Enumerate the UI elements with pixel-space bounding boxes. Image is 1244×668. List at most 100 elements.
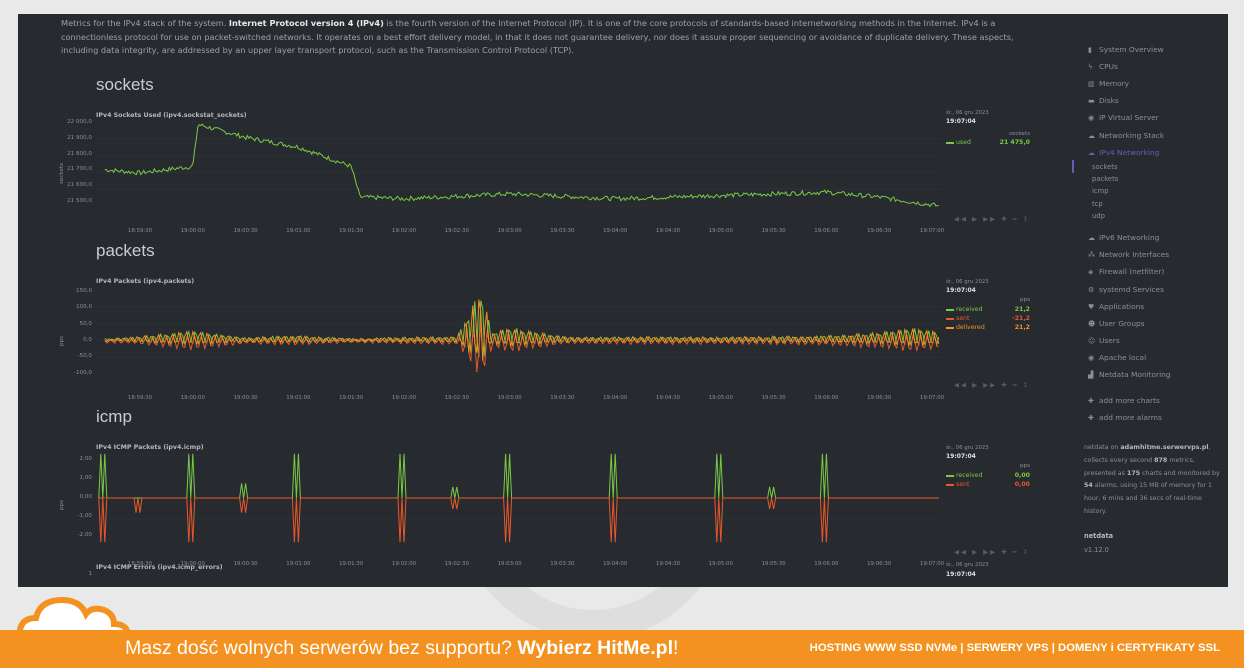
x-tick-label: 19:03:00 [497,395,522,401]
series-line-received [98,453,939,499]
sitemap-icon: ⁂ [1088,251,1095,260]
series-line-received [104,300,940,358]
x-tick-label: 19:01:30 [339,395,364,401]
chart-controls-packets[interactable]: ◀◀ ▶ ▶▶ ✚ ━ ↕ [954,381,1031,389]
y-tick-icmp-errors: 1 [88,571,92,577]
sidebar-item[interactable]: ▥ Memory [1088,79,1129,88]
sidebar-item[interactable]: ◉ IP Virtual Server [1088,113,1159,122]
sidebar-item-label: Netdata Monitoring [1099,370,1171,379]
sidebar-item[interactable]: ☁ Networking Stack [1088,131,1164,140]
sidebar-item-label: Network Interfaces [1099,250,1170,260]
sidebar-item-label: IP Virtual Server [1099,113,1159,123]
sidebar-item-label: CPUs [1099,62,1118,72]
promo-banner[interactable]: Masz dość wolnych serwerów bez supportu?… [0,630,1244,668]
y-tick-label: 150,0 [75,288,92,294]
sidebar-item-label: Applications [1099,301,1145,311]
sidebar-item[interactable]: ☁ IPv4 Networking [1088,148,1159,157]
sidebar-item[interactable]: ⚙ systemd Services [1088,285,1164,294]
series-line-sent [104,322,939,373]
heartbeat-icon: ♥ [1088,302,1095,311]
x-tick-label: 19:07:00 [919,395,945,401]
y-tick-label: 21 800,0 [67,151,92,157]
chart-controls-sockets[interactable]: ◀◀ ▶ ▶▶ ✚ ━ ↕ [954,215,1031,223]
x-tick-label: 19:05:00 [708,228,733,234]
series-line-delivered [104,299,940,361]
x-tick-label: 19:05:30 [761,228,786,234]
y-tick-label: 21 500,0 [67,198,92,204]
x-tick-label: 18:59:30 [127,561,153,567]
x-tick-label: 19:01:30 [339,561,364,567]
sidebar-item[interactable]: ☺ Users [1088,336,1120,345]
sidebar-item-label: System Overview [1099,45,1164,54]
banner-services: HOSTING WWW SSD NVMe | SERWERY VPS | DOM… [809,642,1220,654]
sidebar-item-label: add more charts [1099,396,1160,406]
bolt-icon: ϟ [1088,63,1093,72]
sidebar-item[interactable]: ◈ Firewall (netfilter) [1088,267,1164,276]
y-tick-label: 100,0 [75,304,92,310]
x-tick-label: 19:02:30 [444,228,469,234]
sidebar-subitem-tcp[interactable]: tcp [1092,199,1103,208]
chart-controls-icmp[interactable]: ◀◀ ▶ ▶▶ ✚ ━ ↕ [954,548,1031,556]
chart-plot-packets[interactable] [96,286,942,378]
y-tick-label: 0,0 [83,337,92,343]
sidebar-item[interactable]: ⁂ Network Interfaces [1088,250,1169,259]
x-tick-label: 19:04:00 [603,561,628,567]
x-tick-label: 19:03:30 [550,561,575,567]
version-title: netdata [1084,532,1114,540]
sidebar-item[interactable]: ✚ add more charts [1088,396,1160,405]
sidebar-subitem-sockets[interactable]: sockets [1092,162,1118,171]
sidebar-item[interactable]: ▮ System Overview [1088,45,1164,54]
sidebar-item-label: IPv4 Networking [1099,147,1160,157]
sidebar-item-label: IPv6 Networking [1099,233,1160,243]
x-tick-label: 19:06:30 [867,395,892,401]
x-tick-label: 19:00:30 [233,561,258,567]
sidebar-item[interactable]: ☁ IPv6 Networking [1088,233,1159,242]
y-tick-label: 1,00 [79,475,92,481]
sidebar-item[interactable]: ϟ CPUs [1088,62,1118,71]
y-axis-label-packets: pps [59,335,65,346]
x-tick-label: 19:00:30 [233,228,258,234]
sidebar-item[interactable]: ✚ add more alarms [1088,413,1162,422]
x-tick-label: 19:05:30 [761,561,786,567]
x-tick-label: 19:04:30 [655,395,681,401]
sidebar-item[interactable]: ☻ User Groups [1088,319,1145,328]
sidebar-item[interactable]: ♥ Applications [1088,302,1144,311]
x-tick-label: 19:04:30 [655,228,681,234]
sidebar-subitem-udp[interactable]: udp [1092,211,1105,220]
bookmark-icon: ▮ [1088,46,1092,54]
y-tick-label: 22 000,0 [67,119,92,125]
sidebar-item[interactable]: ▟ Netdata Monitoring [1088,370,1171,379]
x-tick-label: 19:03:30 [550,395,575,401]
legend-time: 19:07:04 [946,287,976,294]
sidebar-subitem-packets[interactable]: packets [1092,175,1119,183]
y-tick-label: -1,00 [77,513,92,519]
banner-slogan: Masz dość wolnych serwerów bez supportu?… [125,637,679,659]
y-tick-label: 21 600,0 [67,182,92,188]
users-icon: ☻ [1088,319,1096,328]
plus-icon: ✚ [1088,414,1094,423]
sidebar-subitem-icmp[interactable]: icmp [1092,187,1109,196]
sidebar-item-label: Apache local [1099,352,1147,362]
x-tick-label: 19:01:00 [286,395,311,401]
x-tick-label: 18:59:30 [127,228,153,234]
netdata-info: netdata on adamhitme.serwervps.pl, colle… [1084,444,1220,515]
sidebar-item-label: Networking Stack [1099,130,1165,140]
y-tick-label: -50,0 [77,353,92,359]
x-tick-label: 19:02:30 [444,395,469,401]
sidebar-item-label: Disks [1099,96,1119,106]
chart-plot-sockets[interactable] [96,118,942,210]
x-tick-label: 19:00:30 [233,395,258,401]
y-axis-label-sockets: sockets [59,162,65,184]
memory-icon: ▥ [1088,80,1095,89]
x-tick-label: 19:00:00 [180,561,205,567]
disk-icon: ▬ [1088,97,1095,106]
chart-plot-icmp[interactable] [96,452,942,544]
x-tick-label: 19:02:30 [444,561,469,567]
x-tick-label: 19:05:00 [708,561,733,567]
x-tick-label: 19:03:30 [550,228,575,234]
sidebar-item-label: Users [1099,335,1120,345]
sidebar-item[interactable]: ◉ Apache local [1088,353,1146,362]
section-title-icmp: icmp [96,407,132,426]
legend-date: śr., 06 gru 2023 [946,279,989,285]
sidebar-item[interactable]: ▬ Disks [1088,96,1119,105]
